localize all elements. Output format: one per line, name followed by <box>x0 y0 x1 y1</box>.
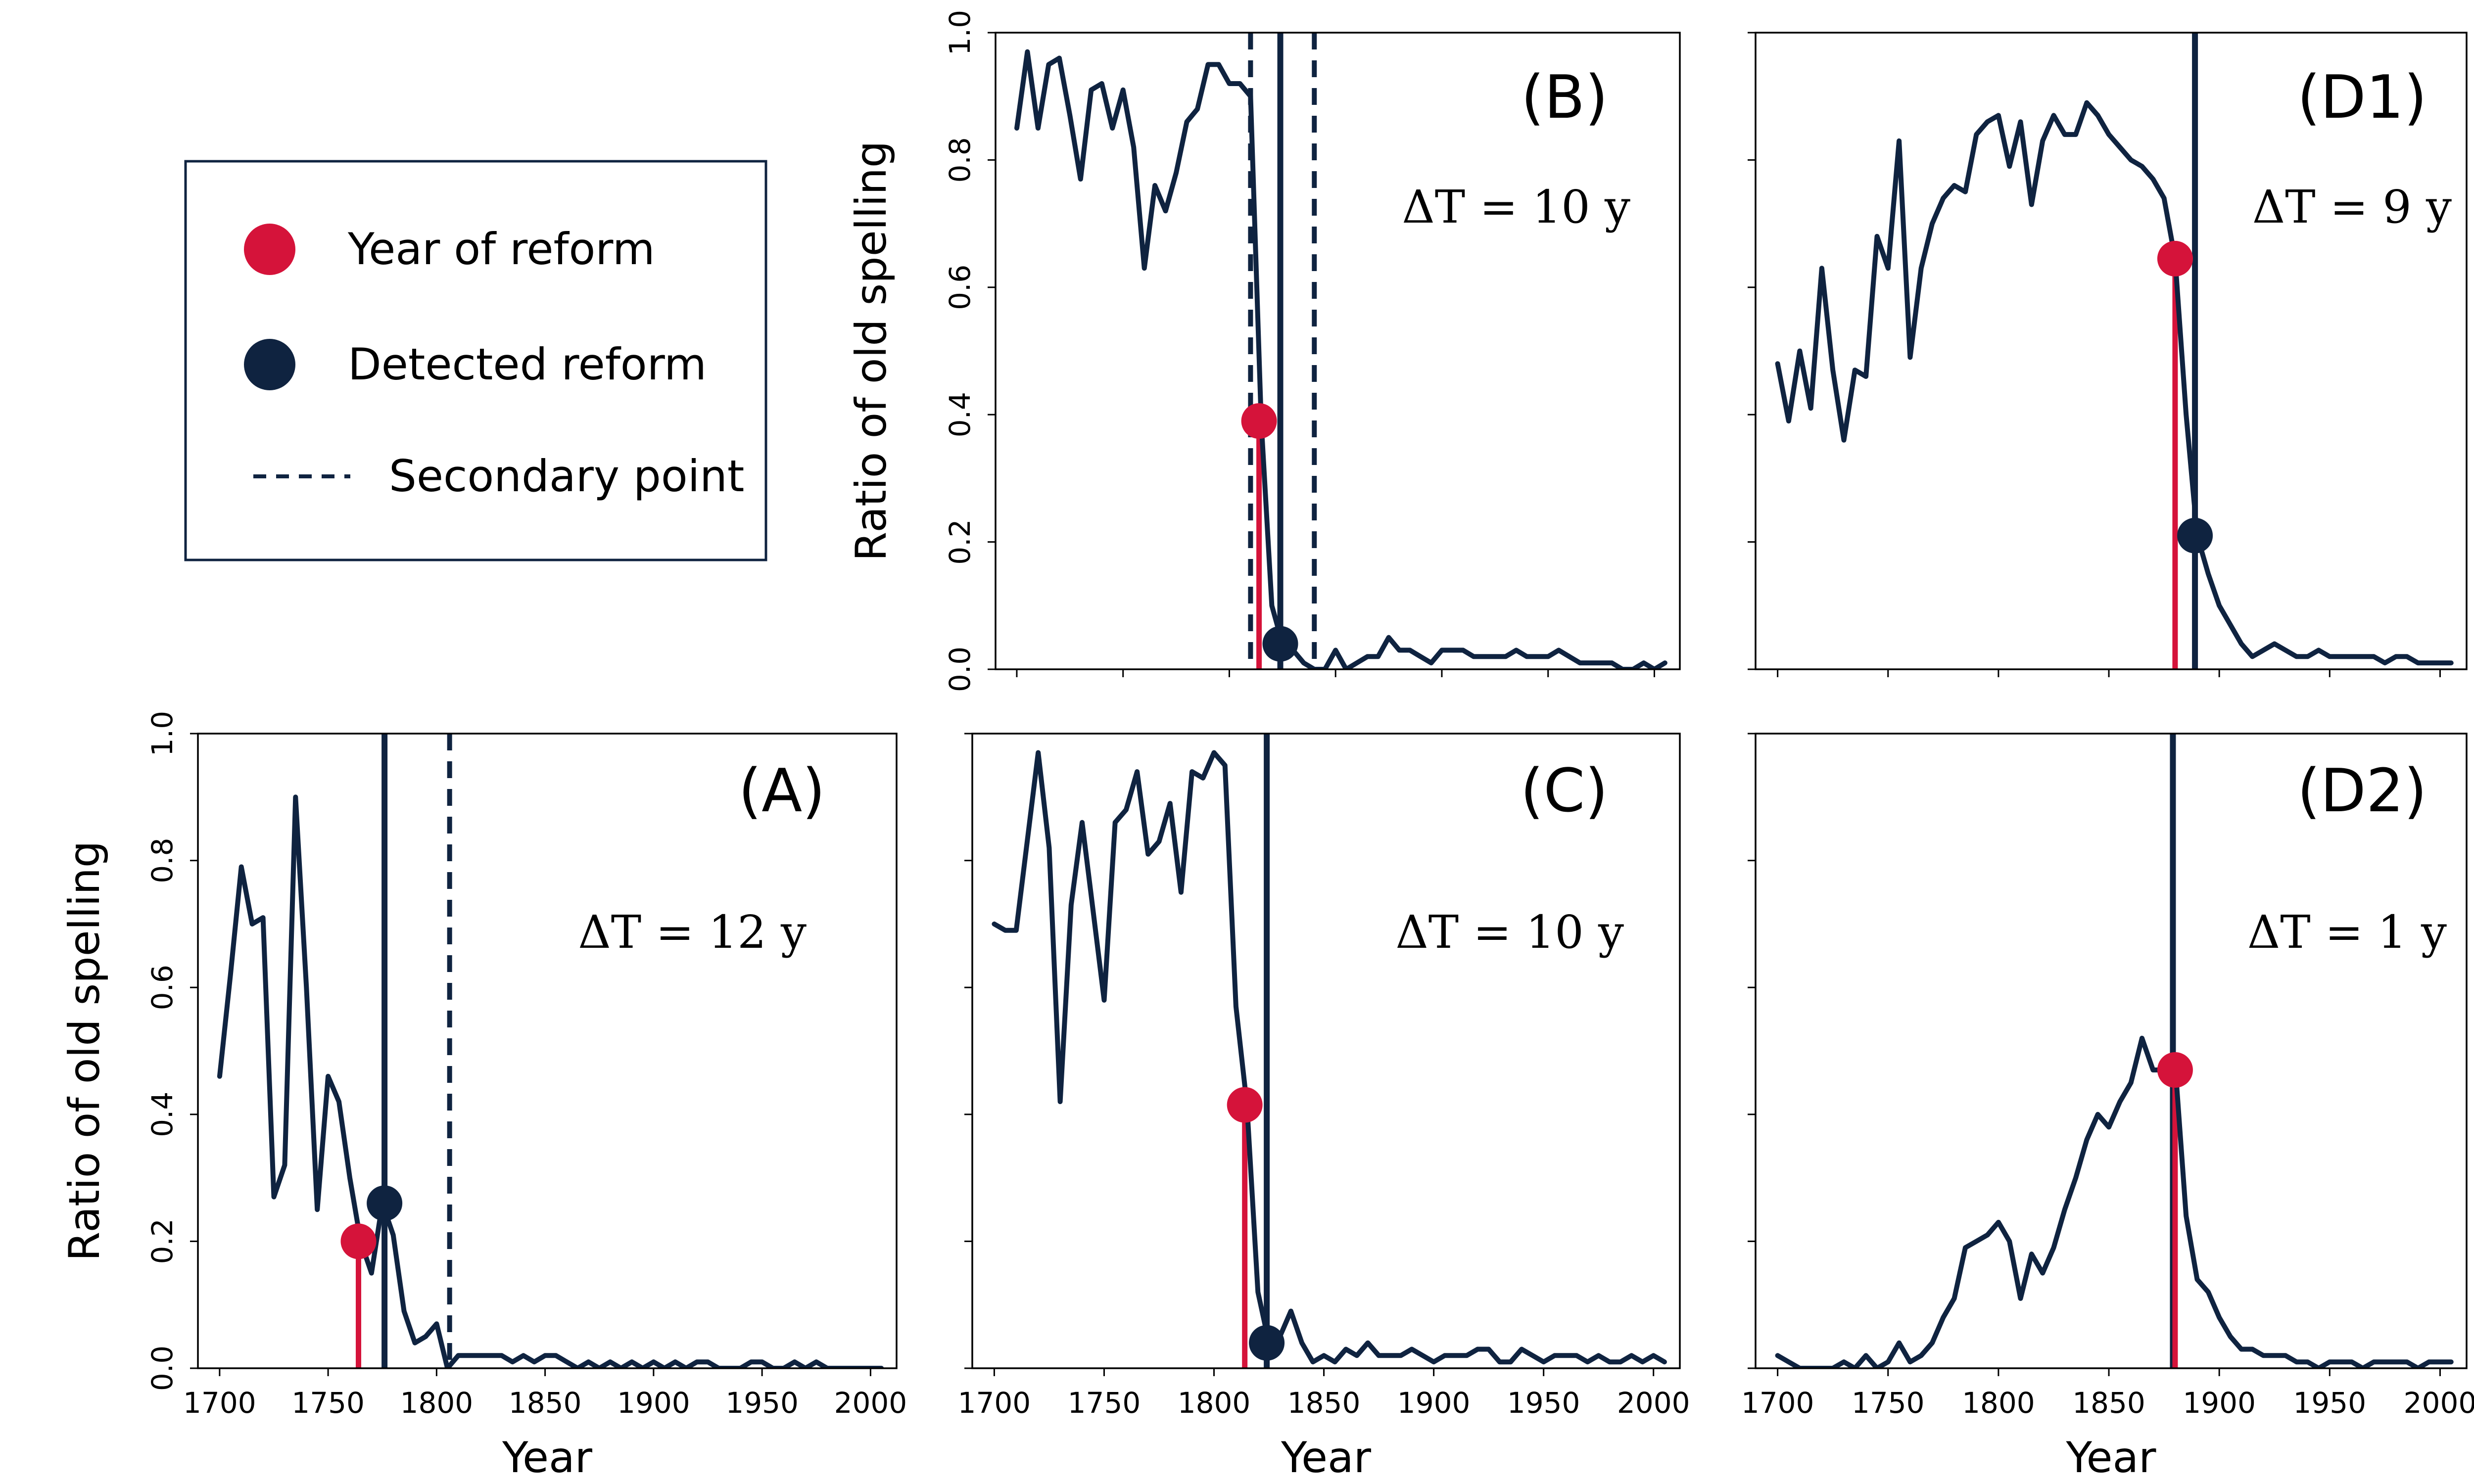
y-tick-label: 0.4 <box>145 1092 179 1137</box>
plot-frame <box>197 733 898 1369</box>
legend-marker-reform <box>244 224 295 275</box>
x-tick-label: 1800 <box>400 1386 474 1420</box>
reform-marker <box>2157 1052 2193 1088</box>
panel-D2: 1700 1750 1800 1850 1900 1950 2000 Year (D2) ΔT =… <box>1741 733 2474 1483</box>
panel-A: 1700 1750 1800 1850 1900 1950 2000 0.0 0.2 0.4 0.6… <box>60 711 907 1483</box>
legend: Year of reform Detected reform Secondary… <box>184 160 767 561</box>
plot-frame <box>995 32 1681 670</box>
x-tick-label: 1700 <box>958 1386 1031 1420</box>
legend-label-secondary: Secondary point <box>389 451 744 502</box>
reform-marker <box>1227 1087 1263 1123</box>
x-axis-label: Year <box>2065 1433 2156 1483</box>
x-tick-label: 2000 <box>1617 1386 1690 1420</box>
delta-t-label: ΔT = 10 y <box>1402 181 1630 233</box>
y-tick-label: 0.6 <box>943 265 977 310</box>
x-tick-label: 2000 <box>2404 1386 2474 1420</box>
plot-area <box>1775 734 2454 1368</box>
y-tick-label: 0.2 <box>943 519 977 564</box>
legend-label-reform: Year of reform <box>347 224 655 275</box>
panel-label: (C) <box>1521 757 1608 826</box>
panel-label: (D2) <box>2297 757 2427 826</box>
x-axis-label: Year <box>1281 1433 1372 1483</box>
panel-C: 1700 1750 1800 1850 1900 1950 2000 Year (C) ΔT = … <box>958 733 1690 1483</box>
x-tick-label: 1950 <box>2293 1386 2367 1420</box>
x-tick-label: 1750 <box>1068 1386 1141 1420</box>
x-tick-label: 1750 <box>291 1386 365 1420</box>
detected-marker <box>367 1185 403 1221</box>
delta-t-label: ΔT = 10 y <box>1395 906 1624 959</box>
delta-t-label: ΔT = 1 y <box>2247 906 2447 959</box>
detected-marker <box>1249 1325 1285 1361</box>
x-axis-label: Year <box>502 1433 593 1483</box>
x-tick-label: 1700 <box>183 1386 256 1420</box>
x-tick-label: 1950 <box>1507 1386 1580 1420</box>
y-tick-label: 0.2 <box>145 1218 179 1264</box>
plot-area <box>217 734 884 1368</box>
delta-t-label: ΔT = 12 y <box>578 906 807 959</box>
detected-marker <box>1262 626 1298 662</box>
y-tick-label: 0.4 <box>943 392 977 437</box>
x-tick-label: 1800 <box>1178 1386 1251 1420</box>
x-tick-label: 1900 <box>1397 1386 1471 1420</box>
x-tick-label: 1800 <box>1962 1386 2035 1420</box>
reform-marker <box>340 1223 377 1259</box>
x-tick-label: 1950 <box>725 1386 799 1420</box>
y-axis-label: Ratio of old spelling <box>847 141 896 561</box>
panel-label: (A) <box>738 757 825 826</box>
y-tick-label: 0.6 <box>145 965 179 1010</box>
x-tick-label: 1850 <box>2072 1386 2145 1420</box>
x-tick-label: 1750 <box>1852 1386 1925 1420</box>
series-line <box>1775 100 2454 666</box>
plot-area <box>1775 33 2454 669</box>
plot-frame <box>971 733 1681 1369</box>
y-tick-label: 1.0 <box>145 711 179 756</box>
delta-t-label: ΔT = 9 y <box>2252 181 2452 233</box>
plot-area <box>1014 33 1667 669</box>
panel-D1: (D1) ΔT = 9 y <box>1748 32 2468 677</box>
series-line <box>1775 1035 2454 1368</box>
legend-marker-detected <box>244 339 295 390</box>
reform-marker <box>2157 240 2193 277</box>
panel-label: (D1) <box>2297 63 2427 132</box>
x-tick-label: 1900 <box>2183 1386 2256 1420</box>
series-line <box>1014 49 1667 669</box>
y-tick-label: 0.8 <box>145 837 179 883</box>
x-tick-label: 1900 <box>617 1386 690 1420</box>
plot-frame <box>1755 32 2468 670</box>
y-tick-label: 0.0 <box>145 1345 179 1391</box>
panel-B: 0.0 0.2 0.4 0.6 0.8 1.0 Ratio of old spelling (… <box>847 10 1681 692</box>
series-line <box>992 750 1667 1365</box>
legend-label-detected: Detected reform <box>348 339 707 390</box>
series-line <box>217 794 884 1368</box>
y-axis-label: Ratio of old spelling <box>60 841 109 1261</box>
detected-marker <box>2177 517 2213 554</box>
plot-area <box>992 734 1667 1368</box>
x-tick-label: 1700 <box>1741 1386 1814 1420</box>
panel-label: (B) <box>1521 63 1608 132</box>
reform-marker <box>1241 403 1277 439</box>
x-tick-label: 1850 <box>1287 1386 1361 1420</box>
x-tick-label: 1850 <box>509 1386 582 1420</box>
y-tick-label: 1.0 <box>943 10 977 55</box>
plot-frame <box>1755 733 2468 1369</box>
y-tick-label: 0.0 <box>943 647 977 692</box>
y-tick-label: 0.8 <box>943 137 977 183</box>
x-tick-label: 2000 <box>834 1386 907 1420</box>
